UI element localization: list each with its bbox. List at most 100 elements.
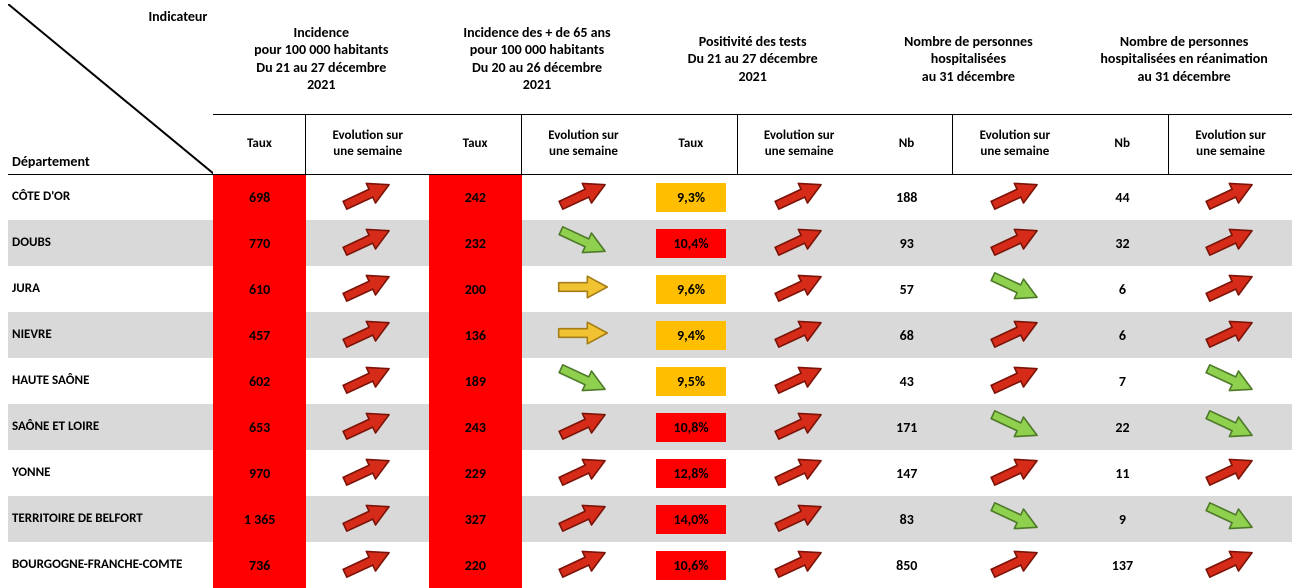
dept-name: NIEVRE — [8, 312, 213, 358]
sub-header-hosp-nb: Nb — [861, 114, 953, 174]
cell-incidence-value: 970 — [213, 450, 305, 496]
trend-down-icon — [988, 272, 1042, 302]
trend-up-icon — [1203, 272, 1257, 302]
cell-rea-value: 6 — [1076, 312, 1168, 358]
cell-incidence65-value: 242 — [429, 174, 521, 220]
covid-indicators-table: Indicateur Département Incidencepour 100… — [8, 4, 1292, 588]
cell-hosp-value: 57 — [861, 266, 953, 312]
dept-name: DOUBS — [8, 220, 213, 266]
cell-incidence-trend — [306, 266, 429, 312]
cell-incidence-trend — [306, 358, 429, 404]
cell-hosp-value: 93 — [861, 220, 953, 266]
cell-rea-value: 32 — [1076, 220, 1168, 266]
trend-up-icon — [556, 502, 610, 532]
cell-incidence-trend — [306, 220, 429, 266]
cell-rea-trend — [1169, 450, 1292, 496]
sub-header-hosp-evo: Evolution surune semaine — [953, 114, 1076, 174]
trend-up-icon — [988, 456, 1042, 486]
cell-incidence65-trend — [522, 220, 645, 266]
cell-positivite-trend — [737, 312, 860, 358]
cell-positivite-trend — [737, 266, 860, 312]
cell-rea-trend — [1169, 312, 1292, 358]
trend-up-icon — [340, 180, 394, 210]
trend-up-icon — [340, 456, 394, 486]
cell-incidence-trend — [306, 496, 429, 542]
cell-hosp-trend — [953, 266, 1076, 312]
trend-down-icon — [1203, 502, 1257, 532]
trend-up-icon — [1203, 456, 1257, 486]
cell-hosp-trend — [953, 220, 1076, 266]
trend-down-icon — [556, 226, 610, 256]
trend-down-icon — [988, 410, 1042, 440]
cell-incidence65-value: 232 — [429, 220, 521, 266]
table-row: TERRITOIRE DE BELFORT1 365 327 14,0% 83 … — [8, 496, 1292, 542]
table-row: YONNE970 229 12,8% 147 11 — [8, 450, 1292, 496]
trend-up-icon — [556, 456, 610, 486]
cell-positivite-trend — [737, 358, 860, 404]
cell-incidence65-trend — [522, 404, 645, 450]
header-indicateur-label: Indicateur — [148, 8, 207, 25]
dept-name: HAUTE SAÔNE — [8, 358, 213, 404]
trend-flat-icon — [556, 272, 610, 302]
cell-incidence-trend — [306, 312, 429, 358]
cell-incidence-value: 1 365 — [213, 496, 305, 542]
trend-up-icon — [772, 318, 826, 348]
trend-up-icon — [340, 548, 394, 578]
cell-incidence-trend — [306, 404, 429, 450]
sub-header-incidence65-taux: Taux — [429, 114, 521, 174]
trend-down-icon — [988, 502, 1042, 532]
group-header-incidence: Incidencepour 100 000 habitantsDu 21 au … — [213, 4, 429, 114]
trend-up-icon — [772, 226, 826, 256]
cell-rea-trend — [1169, 174, 1292, 220]
trend-up-icon — [988, 180, 1042, 210]
cell-positivite-trend — [737, 496, 860, 542]
trend-up-icon — [772, 364, 826, 394]
trend-up-icon — [988, 364, 1042, 394]
dept-name: BOURGOGNE-FRANCHE-COMTE — [8, 542, 213, 588]
dept-name: TERRITOIRE DE BELFORT — [8, 496, 213, 542]
cell-hosp-trend — [953, 450, 1076, 496]
group-header-hosp: Nombre de personneshospitaliséesau 31 dé… — [861, 4, 1077, 114]
trend-down-icon — [1203, 364, 1257, 394]
dept-name: SAÔNE ET LOIRE — [8, 404, 213, 450]
cell-incidence65-value: 243 — [429, 404, 521, 450]
cell-incidence-value: 770 — [213, 220, 305, 266]
cell-incidence65-trend — [522, 450, 645, 496]
trend-up-icon — [772, 456, 826, 486]
trend-up-icon — [556, 410, 610, 440]
cell-positivite-trend — [737, 404, 860, 450]
cell-hosp-trend — [953, 312, 1076, 358]
cell-hosp-trend — [953, 542, 1076, 588]
cell-positivite-value: 9,4% — [645, 312, 737, 358]
dept-name: CÔTE D'OR — [8, 174, 213, 220]
trend-up-icon — [1203, 180, 1257, 210]
cell-incidence65-trend — [522, 542, 645, 588]
table-body: CÔTE D'OR698 242 9,3% 188 44 DOUBS770 23… — [8, 174, 1292, 588]
cell-incidence65-trend — [522, 496, 645, 542]
cell-positivite-trend — [737, 220, 860, 266]
cell-positivite-value: 14,0% — [645, 496, 737, 542]
table-row: BOURGOGNE-FRANCHE-COMTE736 220 10,6% 850… — [8, 542, 1292, 588]
cell-rea-trend — [1169, 496, 1292, 542]
cell-hosp-value: 147 — [861, 450, 953, 496]
cell-incidence-value: 653 — [213, 404, 305, 450]
cell-positivite-value: 9,3% — [645, 174, 737, 220]
cell-rea-value: 9 — [1076, 496, 1168, 542]
diagonal-line-icon — [8, 4, 213, 174]
cell-hosp-value: 850 — [861, 542, 953, 588]
trend-up-icon — [340, 502, 394, 532]
corner-cell: Indicateur Département — [8, 4, 213, 174]
cell-positivite-value: 10,8% — [645, 404, 737, 450]
cell-rea-trend — [1169, 542, 1292, 588]
cell-incidence65-value: 220 — [429, 542, 521, 588]
cell-hosp-trend — [953, 404, 1076, 450]
cell-positivite-value: 12,8% — [645, 450, 737, 496]
cell-rea-value: 137 — [1076, 542, 1168, 588]
trend-up-icon — [1203, 226, 1257, 256]
cell-incidence65-trend — [522, 358, 645, 404]
cell-positivite-value: 9,6% — [645, 266, 737, 312]
cell-hosp-trend — [953, 174, 1076, 220]
cell-incidence-trend — [306, 542, 429, 588]
table-row: CÔTE D'OR698 242 9,3% 188 44 — [8, 174, 1292, 220]
cell-positivite-value: 10,4% — [645, 220, 737, 266]
